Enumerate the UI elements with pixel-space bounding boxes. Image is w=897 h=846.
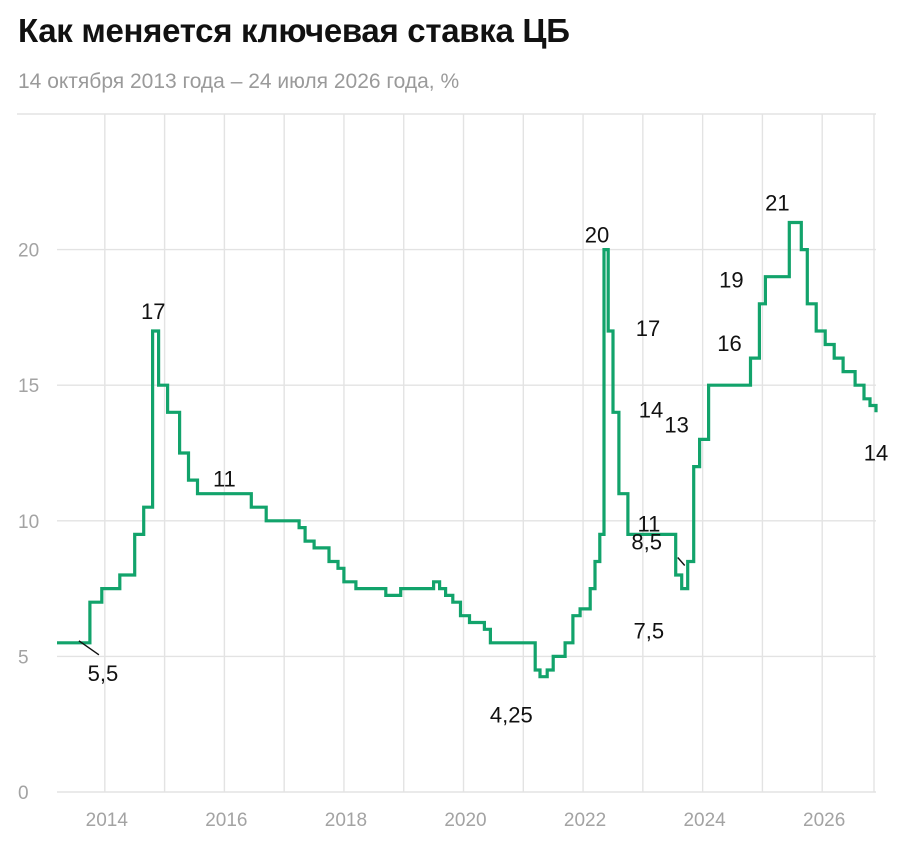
x-tick-label: 2026 (803, 810, 845, 831)
x-tick-label: 2018 (325, 810, 367, 831)
data-label: 20 (585, 223, 609, 248)
chart-title: Как меняется ключевая ставка ЦБ (18, 12, 570, 49)
data-label: 19 (719, 268, 743, 293)
label-leader-line (677, 557, 686, 566)
data-label: 13 (664, 412, 688, 437)
x-tick-label: 2022 (564, 810, 606, 831)
y-tick-label: 5 (18, 647, 29, 668)
data-label: 14 (864, 440, 888, 465)
data-label: 17 (636, 316, 660, 341)
x-tick-label: 2020 (444, 810, 486, 831)
y-tick-label: 10 (18, 512, 39, 533)
x-tick-label: 2014 (86, 810, 129, 831)
data-label: 17 (141, 299, 165, 324)
data-label: 14 (639, 397, 663, 422)
data-label: 16 (717, 331, 741, 356)
key-rate-line (57, 220, 878, 679)
data-label: 7,5 (634, 619, 665, 644)
x-tick-label: 2024 (683, 810, 726, 831)
label-leader-line (78, 640, 100, 656)
data-label: 11 (213, 467, 236, 492)
y-tick-label: 20 (18, 241, 39, 262)
data-label: 5,5 (88, 661, 119, 686)
data-label: 4,25 (490, 703, 533, 728)
data-label: 8,5 (631, 529, 662, 554)
data-label: 21 (765, 190, 789, 215)
x-tick-label: 2016 (205, 810, 247, 831)
data-label: 11 (638, 512, 661, 537)
y-tick-label: 0 (18, 783, 29, 804)
chart-subtitle: 14 октября 2013 года – 24 июля 2026 года… (18, 70, 460, 93)
y-tick-label: 15 (18, 376, 39, 397)
